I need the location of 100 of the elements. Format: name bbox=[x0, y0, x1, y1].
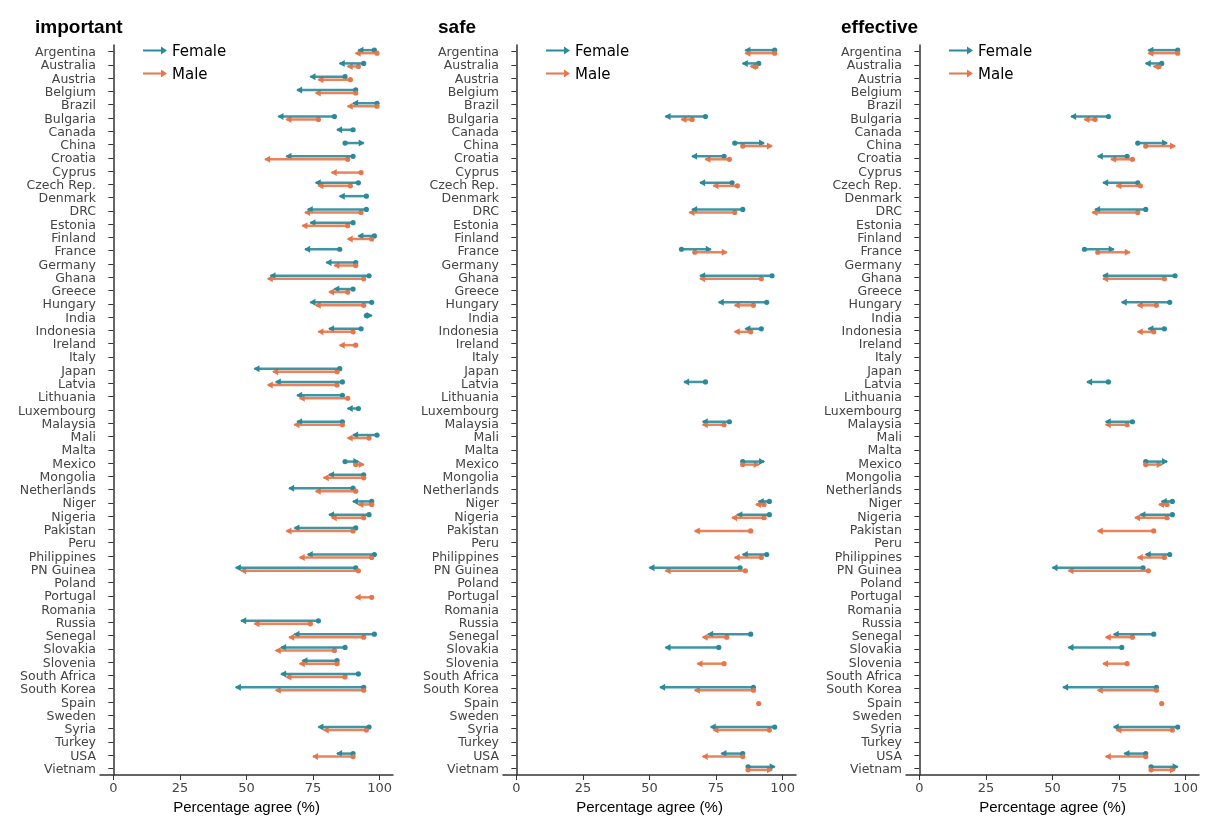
y-tick-label: Luxembourg bbox=[421, 402, 499, 418]
y-tick-label: Spain bbox=[867, 694, 902, 710]
y-tick-label: Germany bbox=[38, 256, 97, 272]
y-tick-label: Slovenia bbox=[848, 654, 902, 670]
y-tick-label: France bbox=[860, 243, 903, 259]
bar bbox=[681, 118, 693, 121]
y-tick-label: Philippines bbox=[28, 548, 96, 564]
y-tick-label: Finland bbox=[51, 229, 96, 245]
x-tick-label: 75 bbox=[304, 780, 322, 795]
y-tick-label: Lithuania bbox=[844, 389, 902, 405]
x-tick-label: 0 bbox=[915, 780, 924, 795]
y-tick-label: Argentina bbox=[438, 44, 499, 60]
x-tick-label: 100 bbox=[770, 780, 796, 795]
y-tick-label: Croatia bbox=[454, 150, 499, 166]
y-tick-label: Slovenia bbox=[445, 654, 499, 670]
y-tick-label: Luxembourg bbox=[18, 402, 96, 418]
y-tick-label: Denmark bbox=[441, 190, 500, 206]
y-tick-label: Netherlands bbox=[825, 482, 902, 498]
legend-label: Male bbox=[172, 64, 208, 83]
y-tick-label: Netherlands bbox=[422, 482, 499, 498]
x-tick-label: 100 bbox=[1173, 780, 1199, 795]
y-tick-label: Croatia bbox=[857, 150, 902, 166]
y-tick-label: Argentina bbox=[841, 44, 902, 60]
y-tick-label: Netherlands bbox=[19, 482, 96, 498]
y-tick-label: China bbox=[60, 137, 96, 153]
y-tick-label: Estonia bbox=[452, 216, 499, 232]
y-tick-label: Malta bbox=[464, 442, 499, 458]
y-tick-label: Russia bbox=[458, 614, 499, 630]
y-tick-label: Lithuania bbox=[38, 389, 96, 405]
y-tick-label: Cyprus bbox=[858, 163, 902, 179]
y-tick-label: Spain bbox=[61, 694, 96, 710]
y-tick-label: Russia bbox=[55, 614, 96, 630]
y-tick-label: Bulgaria bbox=[44, 110, 96, 126]
y-tick-label: Mali bbox=[473, 429, 499, 445]
y-tick-label: Mongolia bbox=[845, 468, 902, 484]
y-tick-label: Indonesia bbox=[841, 322, 902, 338]
y-tick-label: DRC bbox=[69, 203, 97, 219]
y-tick-label: Portugal bbox=[850, 588, 902, 604]
y-tick-label: Peru bbox=[68, 535, 96, 551]
y-tick-label: Brazil bbox=[867, 97, 902, 113]
y-tick-label: Austria bbox=[454, 70, 499, 86]
x-tick-label: 75 bbox=[1110, 780, 1128, 795]
legend-label: Male bbox=[978, 64, 1014, 83]
y-tick-label: Italy bbox=[471, 349, 500, 365]
bar bbox=[347, 407, 359, 410]
y-tick-label: Ireland bbox=[455, 336, 499, 352]
y-tick-label: Philippines bbox=[431, 548, 499, 564]
x-tick-label: 25 bbox=[977, 780, 995, 795]
y-tick-label: Denmark bbox=[844, 190, 903, 206]
y-tick-label: Austria bbox=[857, 70, 902, 86]
y-tick-label: Italy bbox=[68, 349, 97, 365]
y-tick-label: Senegal bbox=[448, 628, 499, 644]
y-tick-label: Mexico bbox=[52, 455, 96, 471]
y-tick-label: Greece bbox=[454, 283, 500, 299]
x-tick-label: 50 bbox=[238, 780, 255, 795]
y-tick-label: Bulgaria bbox=[447, 110, 499, 126]
y-tick-label: Senegal bbox=[45, 628, 96, 644]
y-tick-label: Malta bbox=[867, 442, 902, 458]
y-tick-label: Estonia bbox=[49, 216, 96, 232]
y-tick-label: Malta bbox=[61, 442, 96, 458]
y-tick-label: Turkey bbox=[54, 734, 97, 750]
y-tick-label: South Korea bbox=[423, 681, 499, 697]
chart-title: safe bbox=[438, 16, 477, 37]
y-tick-label: Vietnam bbox=[849, 760, 902, 776]
y-tick-label: Vietnam bbox=[43, 760, 96, 776]
x-tick-label: 0 bbox=[512, 780, 521, 795]
x-tick-label: 75 bbox=[707, 780, 725, 795]
y-tick-label: Slovenia bbox=[42, 654, 96, 670]
y-tick-label: Indonesia bbox=[35, 322, 96, 338]
y-tick-label: Belgium bbox=[850, 83, 902, 99]
y-tick-label: China bbox=[866, 137, 902, 153]
y-tick-label: France bbox=[54, 243, 97, 259]
y-tick-label: Niger bbox=[465, 495, 500, 511]
y-tick-label: Mali bbox=[70, 429, 96, 445]
y-tick-label: DRC bbox=[472, 203, 500, 219]
y-tick-label: Slovakia bbox=[849, 641, 902, 657]
y-tick-label: Cyprus bbox=[455, 163, 499, 179]
y-tick-label: Greece bbox=[51, 283, 97, 299]
chart-title: important bbox=[35, 16, 124, 37]
y-tick-label: Poland bbox=[457, 575, 499, 591]
y-tick-label: South Korea bbox=[20, 681, 96, 697]
legend-label: Female bbox=[575, 41, 630, 60]
y-tick-label: South Africa bbox=[826, 667, 902, 683]
x-axis-title: Percentage agree (%) bbox=[173, 797, 320, 815]
y-tick-label: Syria bbox=[64, 721, 96, 737]
y-tick-label: Finland bbox=[857, 229, 902, 245]
y-tick-label: Poland bbox=[860, 575, 902, 591]
y-tick-label: Greece bbox=[857, 283, 903, 299]
y-tick-label: Portugal bbox=[447, 588, 499, 604]
y-tick-label: Peru bbox=[874, 535, 902, 551]
y-tick-label: Syria bbox=[870, 721, 902, 737]
y-tick-label: Poland bbox=[54, 575, 96, 591]
y-tick-label: Finland bbox=[454, 229, 499, 245]
legend-label: Male bbox=[575, 64, 611, 83]
y-tick-label: Russia bbox=[861, 614, 902, 630]
x-tick-label: 50 bbox=[641, 780, 658, 795]
y-tick-label: Argentina bbox=[35, 44, 96, 60]
y-tick-label: Philippines bbox=[834, 548, 902, 564]
y-tick-label: Mexico bbox=[455, 455, 499, 471]
y-tick-label: Indonesia bbox=[438, 322, 499, 338]
